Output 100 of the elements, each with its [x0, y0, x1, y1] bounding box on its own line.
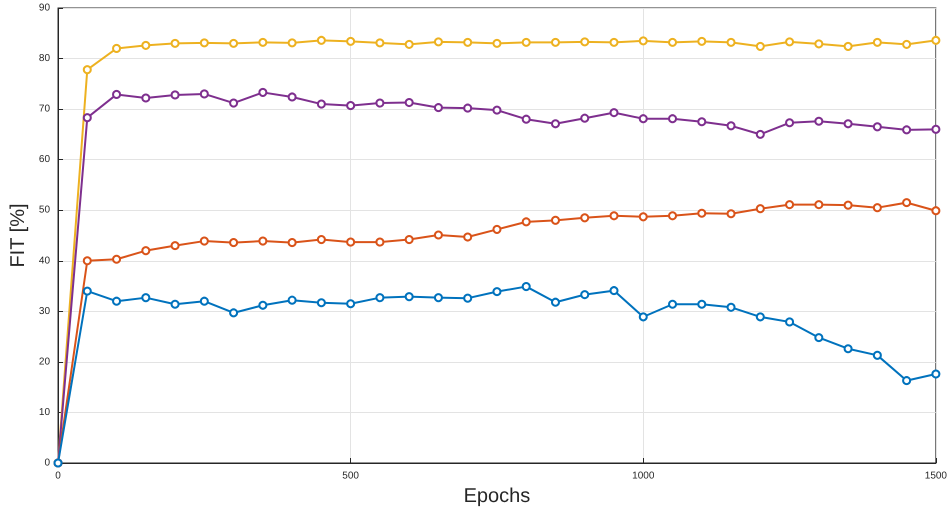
point	[404, 235, 414, 244]
point	[697, 300, 706, 309]
point	[610, 108, 618, 118]
point	[785, 200, 794, 210]
point	[316, 100, 326, 109]
point	[141, 93, 150, 102]
point	[141, 293, 150, 302]
point	[814, 333, 824, 342]
point	[580, 213, 590, 222]
point	[697, 117, 706, 126]
point	[258, 38, 268, 47]
x-tick-label: 1500	[924, 470, 948, 482]
point	[638, 212, 648, 222]
x-tick-label: 1000	[632, 470, 655, 482]
point	[610, 38, 618, 47]
y-tick-label: 30	[38, 306, 50, 317]
point	[492, 224, 502, 234]
point	[200, 236, 209, 246]
point	[112, 254, 122, 264]
point	[522, 38, 531, 47]
point	[522, 282, 531, 292]
point	[434, 37, 443, 46]
point	[375, 293, 384, 302]
point	[668, 114, 678, 124]
point	[902, 125, 912, 134]
point	[112, 90, 122, 99]
point	[112, 296, 122, 306]
point	[522, 217, 531, 226]
point	[229, 308, 238, 318]
point	[404, 40, 414, 49]
y-tick-label: 0	[44, 458, 50, 468]
point	[668, 38, 678, 47]
point	[434, 103, 443, 112]
point	[931, 36, 940, 45]
point	[463, 104, 472, 113]
point	[550, 298, 560, 307]
point	[697, 36, 706, 46]
point	[463, 38, 472, 47]
point	[550, 38, 560, 47]
point	[112, 44, 122, 53]
point	[872, 38, 882, 47]
point	[229, 98, 238, 108]
point	[170, 38, 180, 48]
point	[668, 300, 678, 309]
point	[288, 38, 297, 48]
point	[258, 300, 268, 310]
point	[814, 200, 824, 210]
point	[316, 235, 326, 244]
point	[375, 38, 384, 48]
point	[288, 92, 297, 102]
point	[580, 290, 590, 300]
y-tick-label: 80	[38, 53, 50, 64]
point	[258, 88, 268, 97]
point	[726, 38, 736, 47]
point	[375, 238, 384, 247]
point	[785, 317, 794, 326]
point	[756, 204, 765, 214]
point	[229, 238, 238, 248]
x-axis-title: Epochs	[464, 484, 530, 507]
point	[404, 98, 414, 108]
point	[82, 286, 92, 296]
point	[638, 36, 648, 46]
point	[434, 293, 443, 302]
point	[346, 238, 356, 247]
x-tick-label: 0	[55, 470, 62, 482]
point	[200, 296, 209, 306]
point	[902, 376, 912, 386]
point	[610, 286, 618, 296]
y-tick-label: 20	[38, 356, 50, 368]
point	[550, 216, 560, 225]
point	[522, 114, 531, 124]
point	[726, 302, 736, 312]
point	[434, 230, 443, 240]
point	[200, 38, 209, 48]
point	[141, 246, 150, 256]
y-tick-label: 40	[38, 255, 50, 266]
point	[638, 114, 648, 124]
point	[375, 98, 384, 108]
point	[931, 370, 940, 379]
point	[844, 42, 853, 51]
point	[82, 65, 92, 74]
point	[200, 89, 209, 98]
point	[229, 38, 238, 48]
x-tick-label: 500	[342, 470, 360, 482]
point	[844, 200, 853, 210]
point	[931, 124, 940, 134]
point	[82, 113, 92, 122]
y-tick-label: 50	[38, 204, 50, 216]
point	[844, 119, 853, 128]
point	[902, 40, 912, 49]
point	[404, 292, 414, 302]
point	[316, 36, 326, 45]
point	[346, 299, 356, 308]
point	[580, 37, 590, 46]
y-tick-label: 10	[38, 406, 50, 418]
point	[814, 116, 824, 126]
point	[288, 296, 297, 305]
point	[550, 119, 560, 128]
point	[726, 209, 736, 218]
point	[316, 298, 326, 308]
